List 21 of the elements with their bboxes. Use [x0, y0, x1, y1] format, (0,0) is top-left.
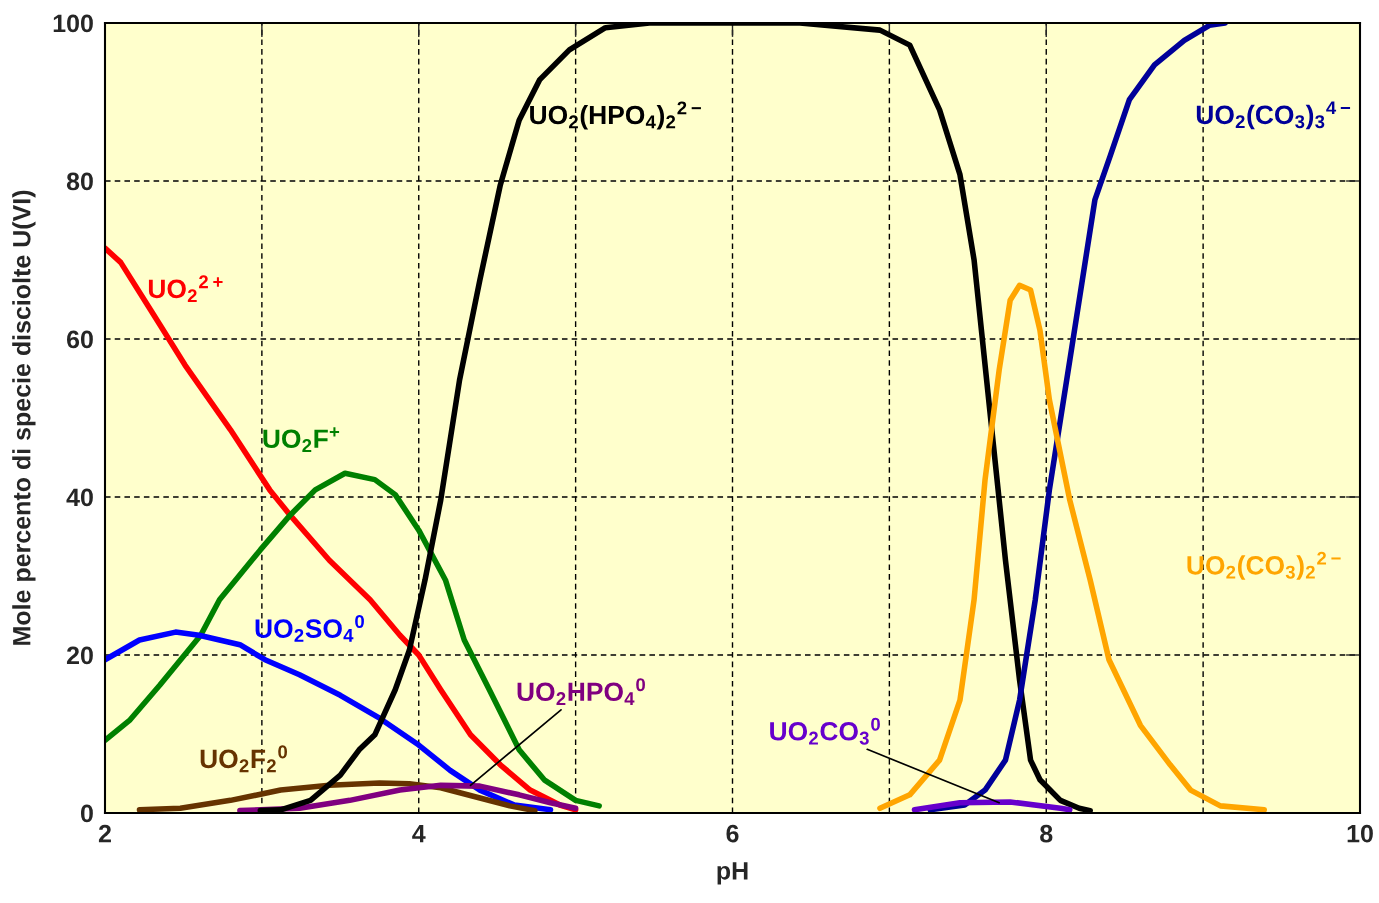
x-tick-label: 10	[1347, 824, 1373, 843]
y-axis-title: Mole percento di specie disciolte U(VI)	[12, 190, 36, 645]
series-label: UO$_{2}$SO$_{4}$$^{0}$	[255, 614, 364, 642]
y-tick-label: 40	[66, 488, 93, 507]
y-tick-label: 60	[67, 330, 93, 349]
x-tick-label: 4	[412, 825, 426, 843]
series-label: UO$_{2}$F$^{+}$	[263, 427, 340, 452]
text: UO$_{2}$HPO$_{4}$$^{0}$	[517, 678, 645, 706]
series-label: UO$_{2}$F$_{2}$$^{0}$	[200, 745, 288, 773]
text: UO$_{2}$(CO$_{3}$)$_{2}$$^{2−}$	[1187, 551, 1341, 580]
x-tick-label: 6	[726, 824, 739, 843]
y-tick-label: 0	[80, 804, 93, 823]
x-tick-label: 2	[98, 824, 111, 843]
y-tick-label: 80	[66, 172, 93, 191]
y-tick-label: 20	[66, 646, 93, 665]
text: UO$_{2}$CO$_{3}$$^{0}$	[770, 717, 880, 745]
x-axis-title: pH	[717, 862, 748, 885]
y-tick-label: 100	[53, 14, 93, 33]
series-label: UO$_{2}$$^{2+}$	[148, 275, 223, 303]
text: UO$_{2}$(CO$_{3}$)$_{3}$$^{4−}$	[1196, 101, 1351, 130]
x-tick-label: 8	[1040, 824, 1053, 843]
